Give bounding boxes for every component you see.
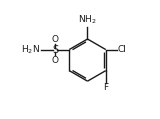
Text: F: F: [103, 83, 108, 92]
Text: Cl: Cl: [117, 45, 126, 54]
Text: H$_2$N: H$_2$N: [21, 43, 40, 56]
Text: S: S: [52, 45, 58, 55]
Text: O: O: [52, 56, 59, 64]
Text: NH$_2$: NH$_2$: [78, 14, 97, 26]
Text: O: O: [52, 35, 59, 44]
